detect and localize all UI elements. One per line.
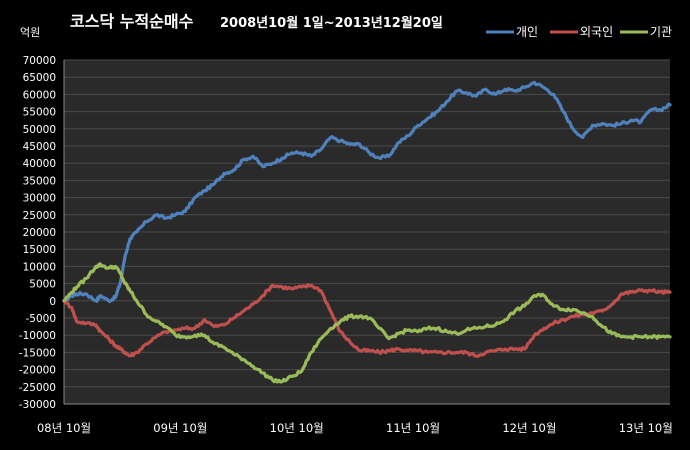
x-tick-label: 13년 10월 — [619, 421, 673, 435]
x-tick-label: 12년 10월 — [502, 421, 556, 435]
y-tick-label: -30000 — [19, 399, 56, 411]
legend-label: 개인 — [516, 25, 538, 39]
x-tick-label: 10년 10월 — [270, 421, 324, 435]
y-tick-label: -5000 — [25, 313, 56, 325]
legend-label: 외국인 — [580, 25, 613, 39]
y-tick-label: -25000 — [19, 382, 56, 394]
series-lines — [62, 80, 672, 384]
y-tick-label: 30000 — [23, 193, 56, 205]
y-tick-label: 70000 — [23, 55, 56, 67]
y-tick-label: 35000 — [23, 175, 56, 187]
y-tick-label: 65000 — [23, 72, 56, 84]
chart-title: 코스닥 누적순매수 — [70, 12, 194, 31]
x-tick-label: 08년 10월 — [37, 421, 91, 435]
chart-subtitle: 2008년10월 1일~2013년12월20일 — [220, 15, 443, 31]
y-tick-label: 50000 — [23, 124, 56, 136]
y-tick-label: -15000 — [19, 347, 56, 359]
y-tick-label: 0 — [49, 296, 56, 308]
y-tick-label: 5000 — [29, 279, 56, 291]
y-tick-label: 45000 — [23, 141, 56, 153]
y-tick-label: 55000 — [23, 107, 56, 119]
y-axis-ticks: 7000065000600005500050000450004000035000… — [19, 55, 56, 411]
y-tick-label: 10000 — [23, 261, 56, 273]
series-line-2 — [62, 283, 672, 358]
series-line-1 — [62, 80, 672, 304]
x-tick-label: 09년 10월 — [153, 421, 207, 435]
legend: 개인 외국인 기관 — [486, 25, 672, 39]
y-tick-label: 60000 — [23, 89, 56, 101]
legend-label: 기관 — [650, 25, 672, 39]
x-tick-label: 11년 10월 — [386, 421, 440, 435]
x-axis-ticks: 08년 10월 09년 10월 10년 10월 11년 10월 12년 10월 13년 1… — [37, 421, 673, 435]
y-tick-label: 40000 — [23, 158, 56, 170]
y-tick-label: -10000 — [19, 330, 56, 342]
y-axis-unit-label: 억원 — [20, 26, 40, 39]
y-tick-label: 15000 — [23, 244, 56, 256]
series-line-3 — [62, 262, 672, 384]
y-tick-label: 25000 — [23, 210, 56, 222]
y-tick-label: -20000 — [19, 365, 56, 377]
y-tick-label: 20000 — [23, 227, 56, 239]
